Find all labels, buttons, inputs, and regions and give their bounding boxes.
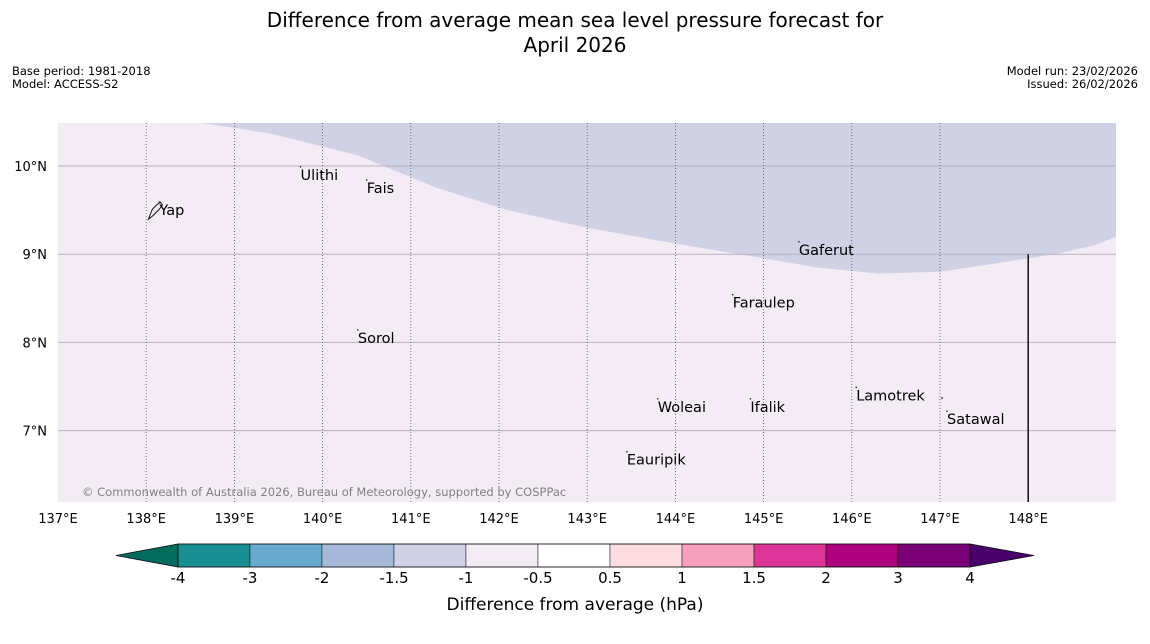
- lon-gridlines: 137°E 138°E 139°E 140°E 141°E 142°E 143°E 144°E…: [38, 123, 1048, 527]
- meta-left: Base period: 1981-2018 Model: ACCESS-S2: [12, 65, 151, 91]
- colorbar-tick-label: 3: [893, 569, 903, 587]
- island-marker: [626, 450, 628, 453]
- lon-label: 145°E: [744, 512, 784, 527]
- colorbar-segment: [177, 543, 251, 568]
- meta-right: Model run: 23/02/2026 Issued: 26/02/2026: [1007, 65, 1138, 91]
- model-run: Model run: 23/02/2026: [1006, 64, 1138, 78]
- colorbar-tick-label: -4: [171, 569, 186, 587]
- colorbar-segment: [465, 543, 539, 568]
- place-label-satawal: Satawal: [947, 412, 1004, 428]
- island-marker: [731, 293, 734, 296]
- place-label-eauripik: Eauripik: [627, 453, 686, 469]
- model-name: Model: ACCESS-S2: [12, 77, 119, 91]
- colorbar: -4 -3 -2 -1.5 -1 -0.5 0.5 1 1.5 2 3 4 Difference fro…: [115, 543, 1035, 615]
- lon-label: 140°E: [303, 512, 343, 527]
- colorbar-extend-min: [115, 543, 179, 568]
- lon-label: 144°E: [656, 512, 696, 527]
- colorbar-tick-label: 0.5: [598, 569, 622, 587]
- colorbar-tick-label: -3: [243, 569, 258, 587]
- island-marker: [749, 397, 752, 400]
- lon-label: 138°E: [126, 512, 166, 527]
- island-marker: [656, 397, 659, 400]
- lon-label: 143°E: [567, 512, 607, 527]
- colorbar-tick-label: 2: [821, 569, 831, 587]
- colorbar-segment: [897, 543, 971, 568]
- lon-label: 139°E: [215, 512, 255, 527]
- place-label-sorol: Sorol: [358, 331, 395, 347]
- island-marker: [299, 166, 302, 168]
- chart-title-line1: Difference from average mean sea level p…: [266, 8, 884, 32]
- colorbar-tick-label: 4: [965, 569, 975, 587]
- colorbar-segment: [681, 543, 755, 568]
- colorbar-segment: [753, 543, 827, 568]
- place-label-woleai: Woleai: [658, 400, 706, 416]
- lon-label: 142°E: [479, 512, 519, 527]
- colorbar-segment: [609, 543, 683, 568]
- lon-label: 137°E: [38, 512, 78, 527]
- colorbar-extend-max: [969, 543, 1035, 568]
- place-label-gaferut: Gaferut: [799, 243, 854, 259]
- place-label-lamotrek: Lamotrek: [856, 388, 925, 404]
- colorbar-segment: [249, 543, 323, 568]
- colorbar-tick-label: 1: [677, 569, 687, 587]
- island-marker: [158, 201, 161, 203]
- colorbar-segment: [393, 543, 467, 568]
- copyright-notice: © Commonwealth of Australia 2026, Bureau…: [82, 485, 566, 499]
- colorbar-outline: [177, 543, 971, 568]
- colorbar-tick-label: -1: [459, 569, 474, 587]
- chart-title-line2: April 2026: [523, 33, 627, 57]
- island-marker: [855, 386, 858, 389]
- place-label-ifalik: Ifalik: [750, 400, 785, 416]
- base-period: Base period: 1981-2018: [12, 64, 151, 78]
- place-label-faraulep: Faraulep: [733, 296, 795, 312]
- anomaly-field-lower-band: [201, 123, 1116, 274]
- island-marker: [798, 240, 800, 243]
- place-label-fais: Fais: [367, 181, 394, 197]
- lat-label: 7°N: [23, 425, 48, 440]
- place-label-ulithi: Ulithi: [301, 168, 339, 184]
- island-marker: [357, 329, 359, 331]
- lon-label: 148°E: [1008, 512, 1048, 527]
- colorbar-title: Difference from average (hPa): [447, 595, 704, 615]
- map-area: 10°N 9°N 8°N 7°N 137°E 138°E 139°E 140°E 141°E 14…: [14, 123, 1116, 527]
- chart-title: Difference from average mean sea level p…: [0, 8, 1150, 58]
- island-marker: [941, 397, 943, 399]
- yap-island-shape: [147, 201, 164, 221]
- island-marker: [365, 179, 368, 181]
- lon-label: 141°E: [391, 512, 431, 527]
- issued-date: Issued: 26/02/2026: [1027, 77, 1138, 91]
- island-marker: [946, 410, 948, 412]
- lon-label: 146°E: [832, 512, 872, 527]
- lon-label: 147°E: [920, 512, 960, 527]
- lat-label: 10°N: [14, 160, 47, 175]
- colorbar-segment: [321, 543, 395, 568]
- colorbar-tick-label: -2: [315, 569, 330, 587]
- place-labels: Ulithi Fais Yap Gaferut Faraulep Sorol Lamotre…: [158, 166, 1004, 469]
- lat-label: 9°N: [23, 248, 48, 263]
- colorbar-segment: [825, 543, 899, 568]
- place-label-yap: Yap: [158, 203, 184, 219]
- colorbar-segment: [537, 543, 611, 568]
- colorbar-tick-label: -0.5: [523, 569, 552, 587]
- colorbar-tick-label: 1.5: [742, 569, 766, 587]
- lat-label: 8°N: [23, 336, 48, 351]
- colorbar-tick-label: -1.5: [379, 569, 408, 587]
